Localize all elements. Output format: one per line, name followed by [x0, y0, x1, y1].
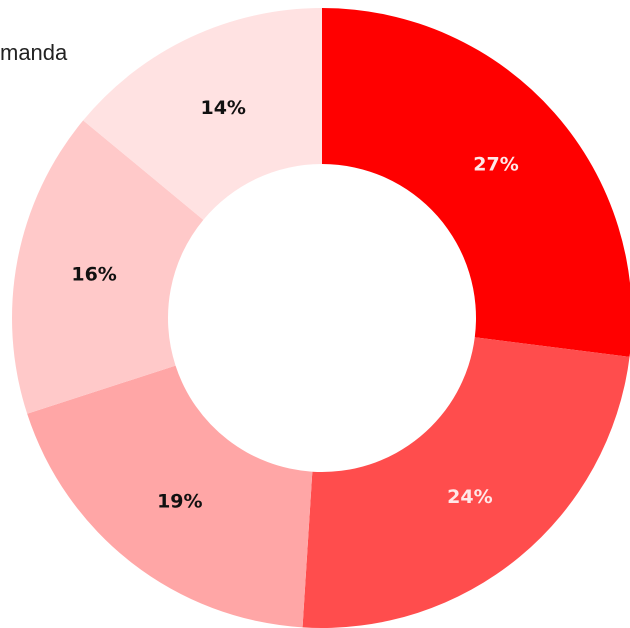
slice-label-5: 14% [200, 97, 245, 119]
legend-label-fragment: manda [0, 40, 68, 65]
donut-slice-1 [322, 8, 630, 357]
slice-label-2: 24% [447, 486, 492, 508]
slice-label-3: 19% [157, 490, 202, 512]
donut-slice-4 [11, 120, 204, 414]
slice-label-4: 16% [71, 264, 116, 286]
slice-label-1: 27% [473, 154, 518, 176]
donut-slice-2 [302, 337, 630, 628]
donut-slice-5 [83, 8, 322, 220]
donut-slice-3 [27, 365, 313, 628]
